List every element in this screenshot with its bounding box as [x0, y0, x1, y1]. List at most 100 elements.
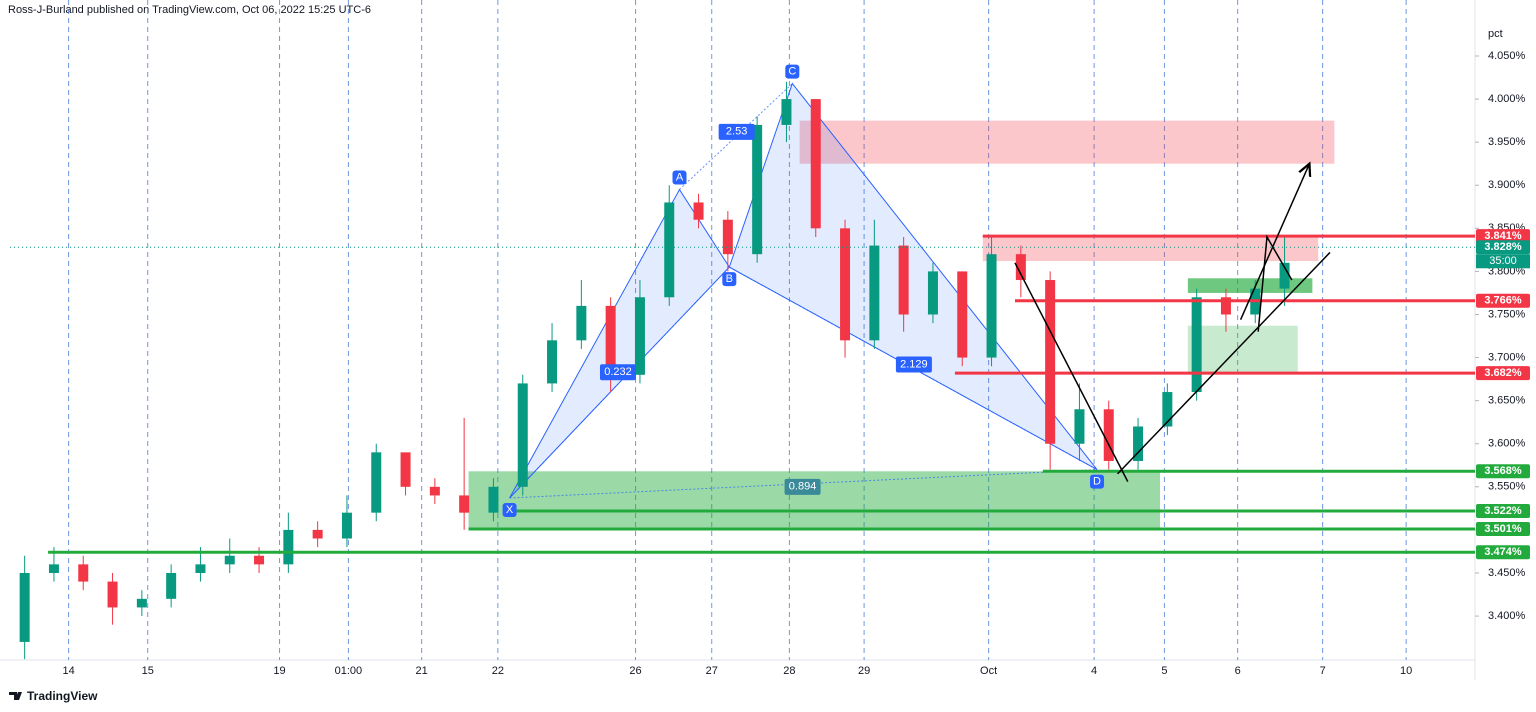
- x-tick-label: 19: [273, 665, 285, 677]
- trend-line: [1116, 251, 1331, 475]
- candle-body: [1133, 426, 1144, 461]
- header: Ross-J-Burland published on TradingView.…: [8, 4, 371, 16]
- candle-body: [400, 452, 411, 487]
- candle-body: [1162, 392, 1173, 427]
- y-tick-label: 3.750%: [1488, 308, 1526, 320]
- point-tag: [722, 272, 737, 287]
- y-tick-label: 3.800%: [1488, 265, 1526, 277]
- level-label: 3.568%: [1484, 465, 1522, 477]
- x-tick-label: 4: [1091, 665, 1097, 677]
- y-tick-label: 3.400%: [1488, 610, 1526, 622]
- candle-body: [634, 297, 645, 375]
- candle-body: [1015, 254, 1026, 281]
- y-tick-label: 3.900%: [1488, 179, 1526, 191]
- level-tag: [1476, 503, 1530, 518]
- pattern-dotted: [509, 266, 730, 499]
- ratio-label: 2.129: [900, 358, 928, 370]
- candle-body: [927, 271, 938, 315]
- candle-body: [488, 486, 499, 513]
- y-tick-label: 3.600%: [1488, 438, 1526, 450]
- level-label: 3.474%: [1484, 546, 1522, 558]
- x-tick-label: 27: [706, 665, 718, 677]
- candle-body: [576, 305, 587, 341]
- level-tag: [1476, 522, 1530, 537]
- x-tick-label: 22: [492, 665, 504, 677]
- candle-body: [107, 581, 118, 608]
- point-tag: [1090, 474, 1105, 489]
- point-label: C: [788, 65, 796, 77]
- candle-body: [547, 340, 558, 384]
- x-tick-label: 15: [142, 665, 154, 677]
- candle-body: [312, 529, 323, 539]
- candle-body: [957, 271, 968, 358]
- candle-body: [1074, 409, 1085, 444]
- candle-body: [1279, 262, 1290, 289]
- y-tick-label: 4.000%: [1488, 93, 1526, 105]
- zone: [982, 236, 1319, 262]
- y-tick-label: 4.050%: [1488, 50, 1526, 62]
- point-tag: [672, 170, 687, 185]
- ratio-label: 0.232: [604, 366, 632, 378]
- zone: [1187, 325, 1298, 374]
- point-tag: [785, 64, 800, 79]
- x-tick-label: 26: [629, 665, 641, 677]
- candle-body: [283, 529, 294, 565]
- level-tag: [1476, 464, 1530, 479]
- level-label: 3.522%: [1484, 505, 1522, 517]
- candle-body: [371, 452, 382, 513]
- ratio-label: 2.53: [726, 126, 747, 138]
- x-tick-label: Oct: [980, 665, 997, 677]
- x-tick-label: 5: [1161, 665, 1167, 677]
- candle-body: [429, 486, 440, 496]
- point-label: A: [676, 171, 684, 183]
- candle-body: [898, 245, 909, 315]
- candle-body: [341, 512, 352, 539]
- candle-body: [1220, 297, 1231, 315]
- level-tag: [1476, 366, 1530, 381]
- candle-body: [693, 202, 704, 220]
- footer: TradingView: [27, 689, 98, 703]
- y-unit: pct: [1488, 28, 1503, 40]
- candle-body: [195, 564, 206, 573]
- x-tick-label: 21: [416, 665, 428, 677]
- ratio-tag: [784, 478, 821, 495]
- x-tick-label: 7: [1320, 665, 1326, 677]
- y-tick-label: 3.450%: [1488, 567, 1526, 579]
- candle-body: [664, 202, 675, 298]
- level-label: 3.501%: [1484, 523, 1522, 535]
- candle-body: [840, 228, 851, 341]
- candle-body: [19, 572, 30, 642]
- candle-body: [254, 555, 265, 565]
- candle-body: [781, 99, 792, 125]
- level-tag: [1476, 240, 1530, 255]
- ratio-tag: [895, 356, 932, 373]
- trend-line: [1014, 262, 1129, 482]
- candle-body: [1045, 280, 1056, 444]
- trend-line: [1257, 234, 1293, 332]
- x-tick-label: 10: [1400, 665, 1412, 677]
- point-label: D: [1093, 475, 1101, 487]
- y-tick-label: 3.950%: [1488, 136, 1526, 148]
- y-tick-label: 3.650%: [1488, 395, 1526, 407]
- level-label: 3.682%: [1484, 367, 1522, 379]
- candle-body: [224, 555, 235, 565]
- ratio-tag: [718, 123, 755, 140]
- point-tag: [502, 503, 517, 518]
- x-tick-label: 6: [1235, 665, 1241, 677]
- level-tag: [1476, 293, 1530, 308]
- candle-body: [136, 598, 147, 608]
- zone: [799, 120, 1335, 164]
- x-tick-label: 29: [858, 665, 870, 677]
- level-tag: [1476, 545, 1530, 560]
- countdown-tag: [1476, 254, 1530, 269]
- y-tick-label: 3.550%: [1488, 481, 1526, 493]
- candle-body: [1191, 297, 1202, 393]
- level-label: 3.828%: [1484, 241, 1522, 253]
- candle-body: [48, 564, 59, 573]
- pattern-area: [509, 188, 730, 499]
- y-tick-label: 3.700%: [1488, 351, 1526, 363]
- level-label: 3.841%: [1484, 230, 1522, 242]
- point-label: X: [506, 504, 514, 516]
- candle-body: [459, 495, 470, 513]
- point-label: B: [726, 273, 733, 285]
